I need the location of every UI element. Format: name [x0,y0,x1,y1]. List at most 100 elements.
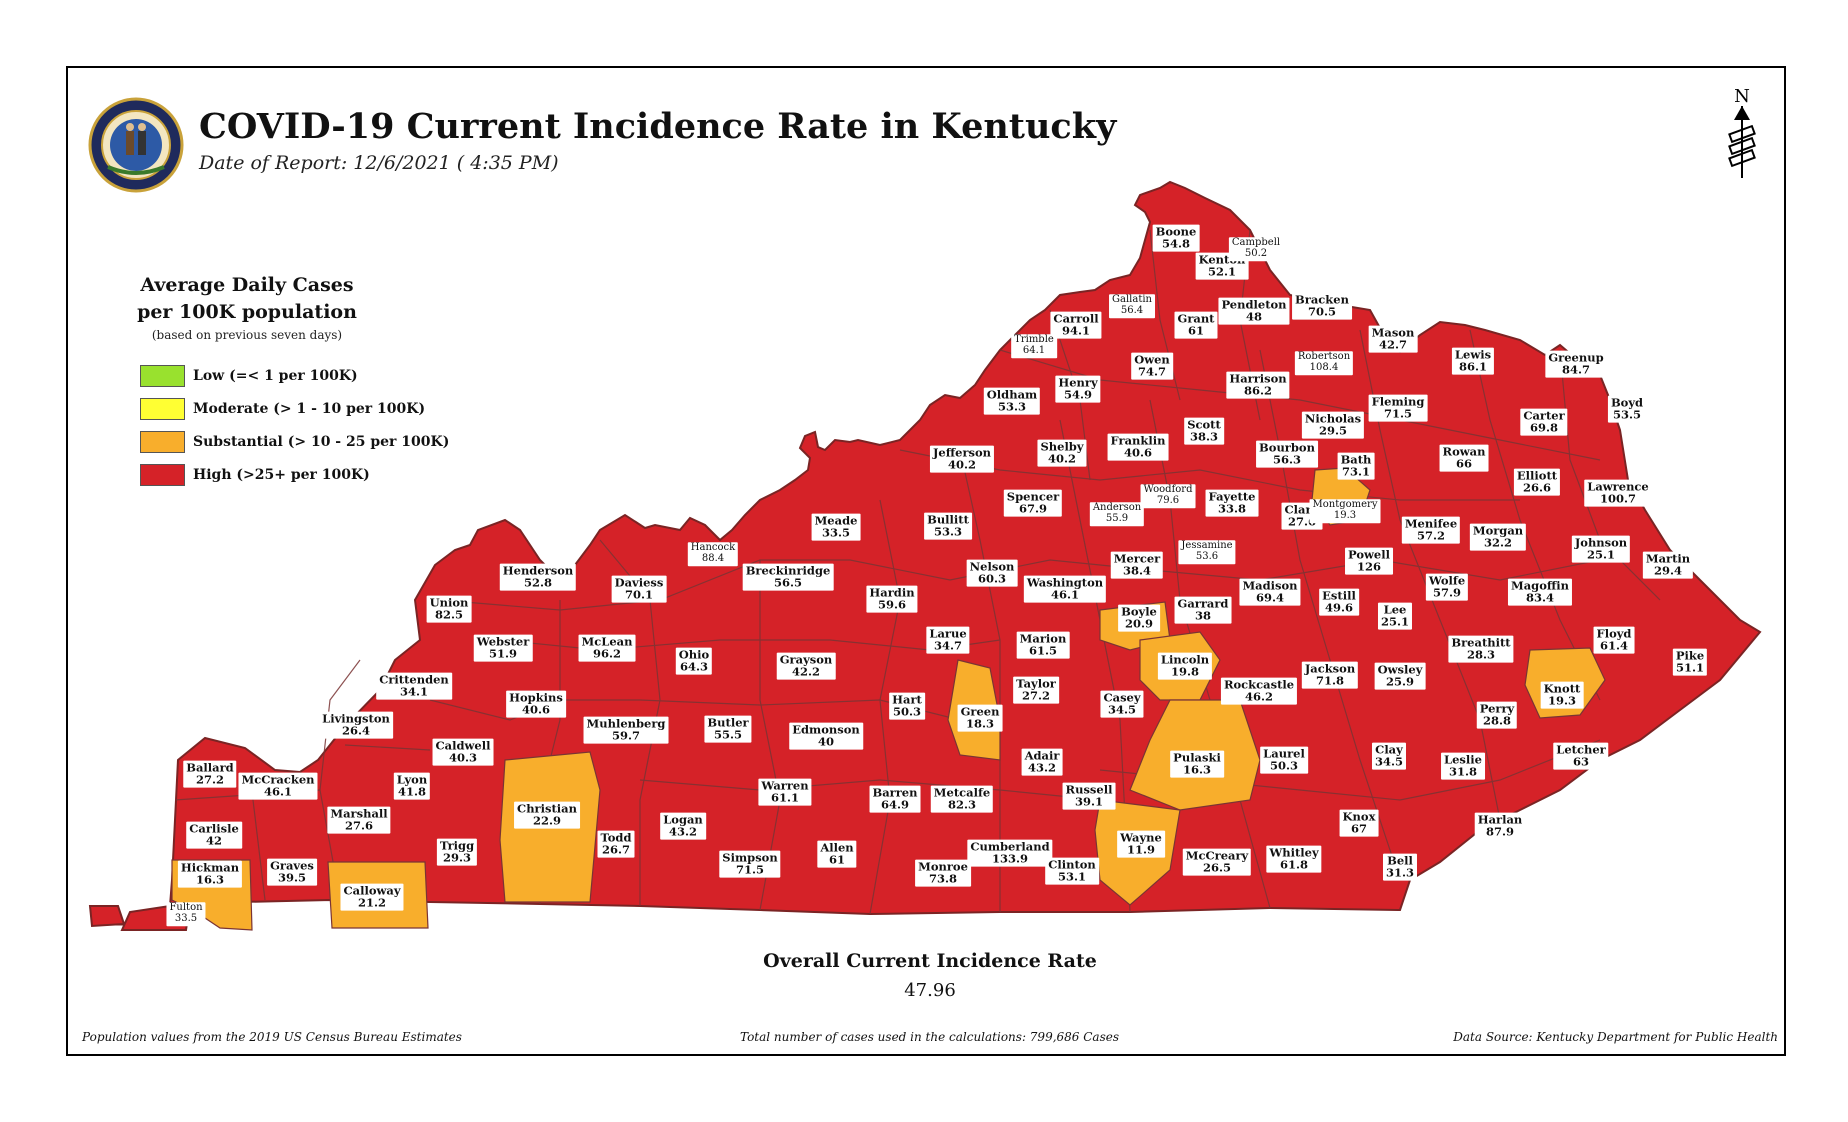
county-label-carlisle: Carlisle 42 [186,821,242,849]
county-name: Spencer [1006,489,1060,504]
county-rate: 22.9 [532,814,562,828]
county-name: Rowan [1442,444,1486,459]
county-rate: 61.5 [1028,644,1058,658]
county-name: Butler [707,715,749,730]
county-label-simpson: Simpson 71.5 [719,850,781,878]
county-rate: 11.9 [1126,843,1156,857]
county-rate: 64.9 [880,798,909,812]
county-label-fulton: Fulton 33.5 [166,902,206,926]
county-rate: 26.6 [1522,481,1552,495]
county-label-greenup: Greenup 84.7 [1545,350,1607,378]
county-rate: 32.2 [1483,536,1512,550]
legend-swatch-low [140,365,185,387]
county-rate: 63 [1572,755,1589,769]
county-name: Marion [1019,631,1067,646]
county-name: Henry [1058,375,1098,390]
county-name: Estill [1322,588,1356,603]
county-label-oldham: Oldham 53.3 [983,387,1041,415]
county-label-gallatin: Gallatin 56.4 [1109,294,1155,318]
county-rate: 50.3 [892,705,922,719]
county-label-washington: Washington 46.1 [1023,575,1107,603]
county-rate: 42 [205,834,222,848]
county-label-graves: Graves 39.5 [267,858,317,886]
county-rate: 28.3 [1466,648,1495,662]
county-rate: 88.4 [701,553,725,564]
county-name: Larue [929,626,967,641]
county-rate: 54.9 [1063,388,1093,402]
county-label-hickman: Hickman 16.3 [177,860,243,888]
county-name: McCracken [241,772,315,787]
county-rate: 53.3 [997,400,1027,414]
legend-title-line2: per 100K population [137,301,357,323]
county-name: Pendleton [1221,297,1287,312]
county-label-mason: Mason 42.7 [1368,325,1418,353]
county-name: Boyle [1121,604,1157,619]
county-label-fleming: Fleming 71.5 [1368,394,1428,422]
county-rate: 56.3 [1272,453,1302,467]
county-rate: 83.4 [1525,591,1554,605]
county-rate: 61 [828,853,845,867]
county-label-edmonson: Edmonson 40 [789,722,863,750]
county-rate: 29.3 [442,851,472,865]
county-name: Bath [1340,452,1372,467]
county-label-todd: Todd 26.7 [597,830,635,858]
county-rate: 19.3 [1547,694,1576,708]
county-rate: 38 [1194,609,1212,623]
legend-label-high: High (>25+ per 100K) [193,467,370,483]
county-label-bath: Bath 73.1 [1337,452,1375,480]
county-name: Daviess [614,575,664,590]
county-name: Campbell [1231,237,1281,249]
county-name: Simpson [722,850,778,865]
county-name: Graves [270,858,314,873]
county-label-monroe: Monroe 73.8 [915,859,971,887]
county-label-carter: Carter 69.8 [1520,408,1568,436]
legend-swatch-high [140,464,185,486]
county-name: Bracken [1295,292,1349,307]
county-name: Woodford [1143,484,1193,496]
county-name: Oldham [986,387,1038,402]
county-rate: 57.2 [1416,529,1446,543]
county-label-campbell: Campbell 50.2 [1228,237,1284,261]
county-label-ohio: Ohio 64.3 [675,647,713,675]
county-rate: 40.6 [1123,446,1152,460]
county-name: Morgan [1472,523,1524,538]
county-rate: 51.1 [1675,661,1704,675]
county-name: Mason [1371,325,1415,340]
county-rate: 67.9 [1018,502,1047,516]
county-name: Adair [1024,748,1060,763]
county-rate: 42.2 [791,665,820,679]
county-label-pendleton: Pendleton 48 [1218,297,1290,325]
county-label-knox: Knox 67 [1339,809,1379,837]
county-rate: 38.3 [1189,430,1219,444]
county-name: Magoffin [1510,578,1570,593]
county-rate: 40.3 [448,751,477,765]
county-rate: 82.5 [434,608,464,622]
county-name: Rockcastle [1223,677,1295,692]
county-rate: 56.4 [1120,305,1144,316]
county-rate: 19.8 [1170,665,1199,679]
county-name: Hart [892,692,922,707]
county-rate: 20.9 [1124,617,1154,631]
county-rate: 94.1 [1061,324,1091,338]
county-name: Monroe [918,859,968,874]
county-rate: 86.2 [1243,384,1272,398]
county-label-madison: Madison 69.4 [1239,578,1301,606]
county-name: Jessamine [1181,540,1233,552]
county-label-webster: Webster 51.9 [473,634,533,662]
county-name: Anderson [1092,502,1142,514]
county-label-shelby: Shelby 40.2 [1037,439,1087,467]
county-label-marshall: Marshall 27.6 [327,806,391,834]
county-label-marion: Marion 61.5 [1016,631,1070,659]
county-rate: 70.1 [624,588,653,602]
legend-label-low: Low (=< 1 per 100K) [193,368,358,384]
county-name: Muhlenberg [586,716,666,731]
county-rate: 50.2 [1244,248,1268,259]
county-name: Fulton [169,902,203,914]
county-name: Carlisle [189,821,239,836]
county-name: Bell [1387,853,1413,868]
county-label-clinton: Clinton 53.1 [1045,857,1099,885]
county-label-warren: Warren 61.1 [758,778,812,806]
county-rate: 46.1 [263,785,293,799]
county-label-breathitt: Breathitt 28.3 [1448,635,1514,663]
county-label-letcher: Letcher 63 [1553,742,1609,770]
